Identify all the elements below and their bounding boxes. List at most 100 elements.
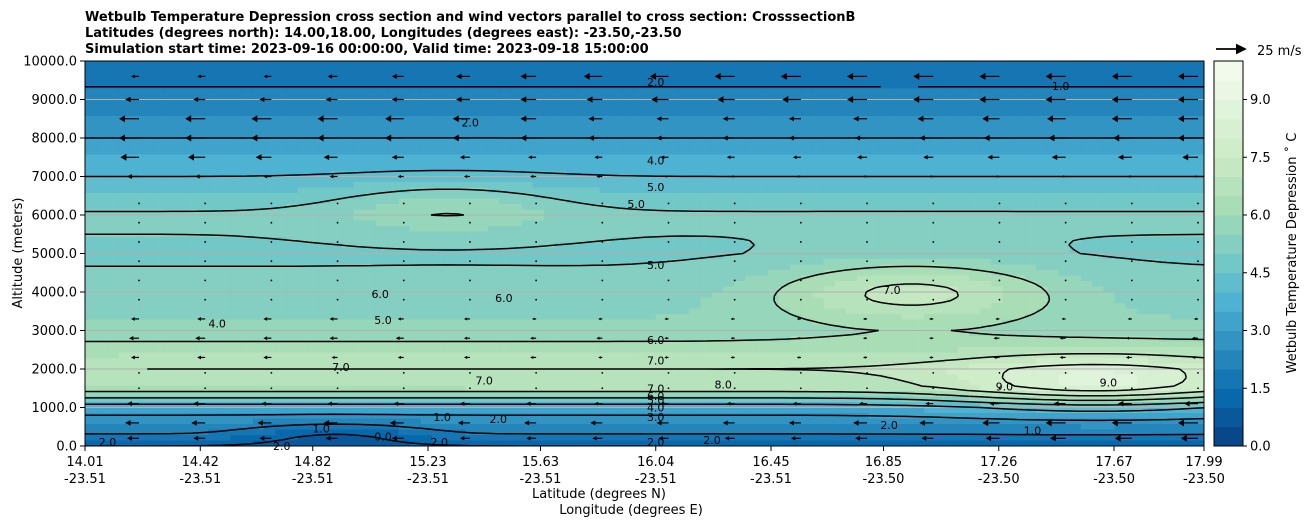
heatmap-cell — [532, 94, 545, 101]
heatmap-cell — [610, 116, 623, 123]
heatmap-cell — [991, 231, 1004, 238]
heatmap-cell — [1024, 242, 1037, 249]
heatmap-cell — [1114, 160, 1127, 167]
heatmap-cell — [174, 182, 187, 189]
heatmap-cell — [196, 308, 209, 315]
heatmap-cell — [375, 105, 388, 112]
heatmap-cell — [1069, 61, 1082, 68]
heatmap-cell — [812, 264, 825, 271]
heatmap-cell — [554, 253, 567, 260]
heatmap-cell — [118, 215, 131, 222]
heatmap-cell — [196, 160, 209, 167]
heatmap-cell — [879, 226, 892, 233]
heatmap-cell — [767, 116, 780, 123]
heatmap-cell — [499, 286, 511, 293]
heatmap-cell — [1181, 303, 1194, 310]
heatmap-cell — [1192, 270, 1204, 277]
heatmap-cell — [1069, 231, 1082, 238]
heatmap-cell — [622, 72, 634, 79]
heatmap-cell — [946, 110, 959, 117]
heatmap-cell — [331, 275, 343, 282]
heatmap-cell — [387, 253, 399, 260]
heatmap-cell — [812, 160, 825, 167]
heatmap-cell — [678, 171, 690, 178]
heatmap-cell — [1192, 160, 1204, 167]
heatmap-cell — [722, 226, 735, 233]
heatmap-cell — [1036, 193, 1048, 200]
heatmap-cell — [342, 198, 355, 205]
heatmap-cell — [834, 209, 847, 216]
heatmap-cell — [722, 209, 735, 216]
heatmap-cell — [230, 220, 243, 227]
heatmap-cell — [767, 264, 780, 271]
heatmap-cell — [252, 231, 265, 238]
heatmap-cell — [588, 292, 601, 299]
heatmap-cell — [689, 138, 702, 145]
heatmap-cell — [767, 105, 780, 112]
heatmap-cell — [297, 88, 310, 95]
heatmap-cell — [252, 149, 265, 156]
heatmap-cell — [1103, 231, 1116, 238]
heatmap-cell — [722, 66, 735, 73]
heatmap-cell — [409, 88, 422, 95]
heatmap-cell — [991, 138, 1004, 145]
heatmap-cell — [107, 154, 120, 161]
heatmap-cell — [577, 259, 590, 266]
heatmap-cell — [375, 259, 388, 266]
heatmap-cell — [722, 94, 735, 101]
heatmap-cell — [1148, 88, 1160, 95]
heatmap-cell — [678, 297, 690, 304]
heatmap-cell — [901, 292, 914, 299]
heatmap-cell — [431, 105, 444, 112]
heatmap-cell — [778, 248, 791, 255]
heatmap-cell — [577, 231, 590, 238]
heatmap-cell — [476, 160, 489, 167]
heatmap-cell — [812, 330, 825, 337]
heatmap-cell — [353, 77, 366, 84]
heatmap-cell — [1080, 237, 1093, 244]
heatmap-cell — [1136, 149, 1149, 156]
heatmap-cell — [431, 165, 444, 172]
heatmap-cell — [476, 314, 489, 321]
heatmap-cell — [118, 259, 131, 266]
heatmap-cell — [543, 226, 556, 233]
heatmap-cell — [487, 253, 500, 260]
heatmap-cell — [644, 242, 657, 249]
heatmap-cell — [1069, 110, 1082, 117]
heatmap-cell — [823, 330, 836, 337]
heatmap-cell — [1069, 165, 1082, 172]
heatmap-cell — [980, 88, 992, 95]
heatmap-cell — [118, 237, 131, 244]
heatmap-cell — [801, 66, 813, 73]
heatmap-cell — [1058, 281, 1071, 288]
heatmap-cell — [499, 193, 511, 200]
heatmap-cell — [913, 303, 925, 310]
heatmap-cell — [1125, 270, 1138, 277]
heatmap-cell — [913, 176, 925, 183]
heatmap-cell — [1114, 132, 1127, 139]
heatmap-cell — [353, 66, 366, 73]
heatmap-cell — [991, 286, 1004, 293]
heatmap-cell — [935, 105, 948, 112]
heatmap-cell — [1159, 209, 1172, 216]
heatmap-cell — [857, 127, 869, 134]
heatmap-cell — [140, 116, 153, 123]
heatmap-cell — [353, 160, 366, 167]
heatmap-cell — [554, 121, 567, 128]
heatmap-cell — [901, 143, 914, 150]
heatmap-cell — [666, 198, 679, 205]
heatmap-cell — [1058, 297, 1071, 304]
heatmap-cell — [644, 116, 657, 123]
heatmap-cell — [208, 237, 220, 244]
heatmap-cell — [465, 270, 478, 277]
heatmap-cell — [420, 231, 433, 238]
heatmap-cell — [252, 259, 265, 266]
heatmap-cell — [420, 275, 433, 282]
heatmap-cell — [476, 215, 489, 222]
heatmap-cell — [711, 132, 724, 139]
heatmap-cell — [420, 165, 433, 172]
heatmap-cell — [588, 165, 601, 172]
heatmap-cell — [286, 220, 299, 227]
heatmap-cell — [1192, 138, 1204, 145]
heatmap-cell — [599, 182, 612, 189]
